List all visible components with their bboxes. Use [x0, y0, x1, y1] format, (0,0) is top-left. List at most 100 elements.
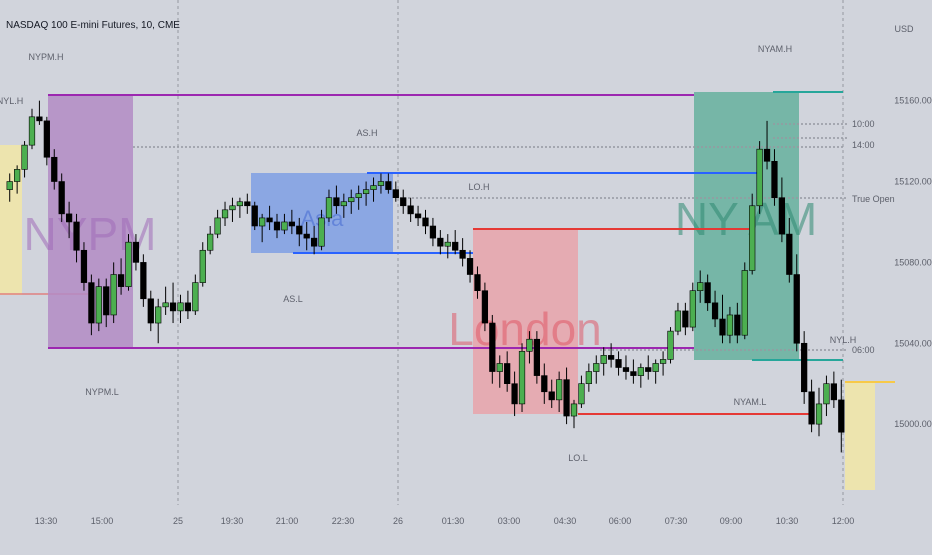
time-tick-label: 06:00: [609, 516, 632, 526]
candle-body: [73, 221, 80, 251]
time-tick-label: 10:30: [776, 516, 799, 526]
candle-body: [459, 249, 466, 259]
candle-body: [43, 120, 50, 158]
time-tick-label: 01:30: [442, 516, 465, 526]
candle-body: [704, 282, 711, 304]
level-1400-label: 14:00: [852, 140, 875, 150]
candle-body: [452, 241, 459, 251]
candle-body: [570, 403, 578, 417]
candle-body: [28, 116, 36, 146]
level-1000-label: 10:00: [852, 119, 875, 129]
price-axis[interactable]: USD 15000.00 15040.00 15080.00 15120.00 1516…: [894, 24, 932, 429]
candle-body: [630, 371, 637, 376]
candle-body: [674, 310, 682, 332]
price-tick-label: 15160.00: [894, 96, 932, 106]
london-high-label: LO.H: [468, 182, 489, 192]
candle-body: [489, 322, 496, 372]
candle-body: [607, 355, 615, 360]
candle-body: [169, 302, 177, 312]
time-tick-label: 21:00: [276, 516, 299, 526]
candle-body: [88, 282, 95, 324]
price-tick-label: 15040.00: [894, 338, 932, 348]
nyam-watermark: NY AM: [675, 193, 817, 245]
candle-body: [117, 274, 125, 287]
candle-body: [377, 181, 385, 186]
candle-body: [65, 213, 73, 223]
time-tick-label: 12:00: [832, 516, 855, 526]
candle-body: [533, 338, 540, 376]
time-tick-label: 07:30: [665, 516, 688, 526]
candle-body: [140, 262, 147, 300]
candle-body: [466, 258, 474, 275]
candle-body: [622, 367, 630, 372]
candle-body: [340, 201, 347, 207]
candle-body: [711, 302, 719, 320]
candle-body: [288, 221, 295, 227]
candle-body: [652, 363, 659, 372]
time-tick-label: 19:30: [221, 516, 244, 526]
candle-body: [110, 274, 117, 316]
time-tick-label: 15:00: [91, 516, 114, 526]
candle-body: [801, 342, 808, 393]
nypm-low-label: NYPM.L: [85, 387, 119, 397]
candle-body: [786, 233, 793, 275]
candle-body: [667, 330, 674, 360]
candle-body: [823, 383, 830, 405]
candle-body: [682, 310, 689, 328]
nyl-high-label: NYL.H: [830, 335, 857, 345]
candle-body: [400, 197, 407, 207]
candle-body: [14, 169, 21, 182]
candle-body: [58, 181, 65, 215]
candle-body: [273, 221, 281, 231]
candle-body: [541, 375, 548, 393]
nyl-high-label-previous: NYL.H: [0, 96, 23, 106]
time-tick-label: 25: [173, 516, 183, 526]
time-tick-label: 13:30: [35, 516, 58, 526]
time-tick-label: 09:00: [720, 516, 743, 526]
candle-body: [177, 302, 184, 312]
currency-label: USD: [894, 24, 914, 34]
candle-body: [838, 399, 845, 433]
candle-body: [726, 314, 734, 336]
level-0600-label: 06:00: [852, 345, 875, 355]
candle-body: [155, 306, 162, 324]
candle-body: [221, 209, 229, 219]
candle-body: [496, 363, 503, 372]
candle-body: [756, 148, 763, 207]
candle-body: [259, 217, 266, 227]
candle-body: [763, 148, 771, 162]
candle-body: [333, 197, 340, 207]
nypm-high-label: NYPM.H: [28, 52, 63, 62]
candle-body: [162, 302, 169, 308]
candle-body: [518, 351, 526, 405]
true-open-label: True Open: [852, 194, 895, 204]
candle-body: [132, 241, 140, 263]
candle-body: [734, 314, 741, 336]
candle-body: [36, 116, 43, 122]
candle-body: [578, 383, 585, 405]
candle-body: [600, 355, 607, 364]
candle-body: [296, 225, 303, 235]
candle-body: [749, 205, 756, 271]
candle-body: [637, 367, 644, 376]
candle-body: [147, 298, 154, 324]
candle-body: [385, 181, 392, 190]
candle-body: [830, 383, 837, 401]
candle-body: [563, 379, 570, 417]
candle-body: [318, 217, 325, 247]
candle-body: [474, 274, 481, 291]
candle-body: [95, 286, 102, 324]
candle-body: [526, 338, 533, 352]
candle-body: [229, 205, 236, 211]
candle-body: [548, 391, 555, 401]
time-tick-label: 22:30: [332, 516, 355, 526]
time-axis[interactable]: 13:30 15:00 25 19:30 21:00 22:30 26 01:30 03:00 0…: [35, 516, 855, 526]
candle-body: [422, 217, 429, 227]
candle-body: [778, 197, 786, 235]
price-tick-label: 15000.00: [894, 419, 932, 429]
candle-body: [815, 403, 823, 425]
candles: [6, 100, 845, 453]
london-low-label: LO.L: [568, 453, 588, 463]
